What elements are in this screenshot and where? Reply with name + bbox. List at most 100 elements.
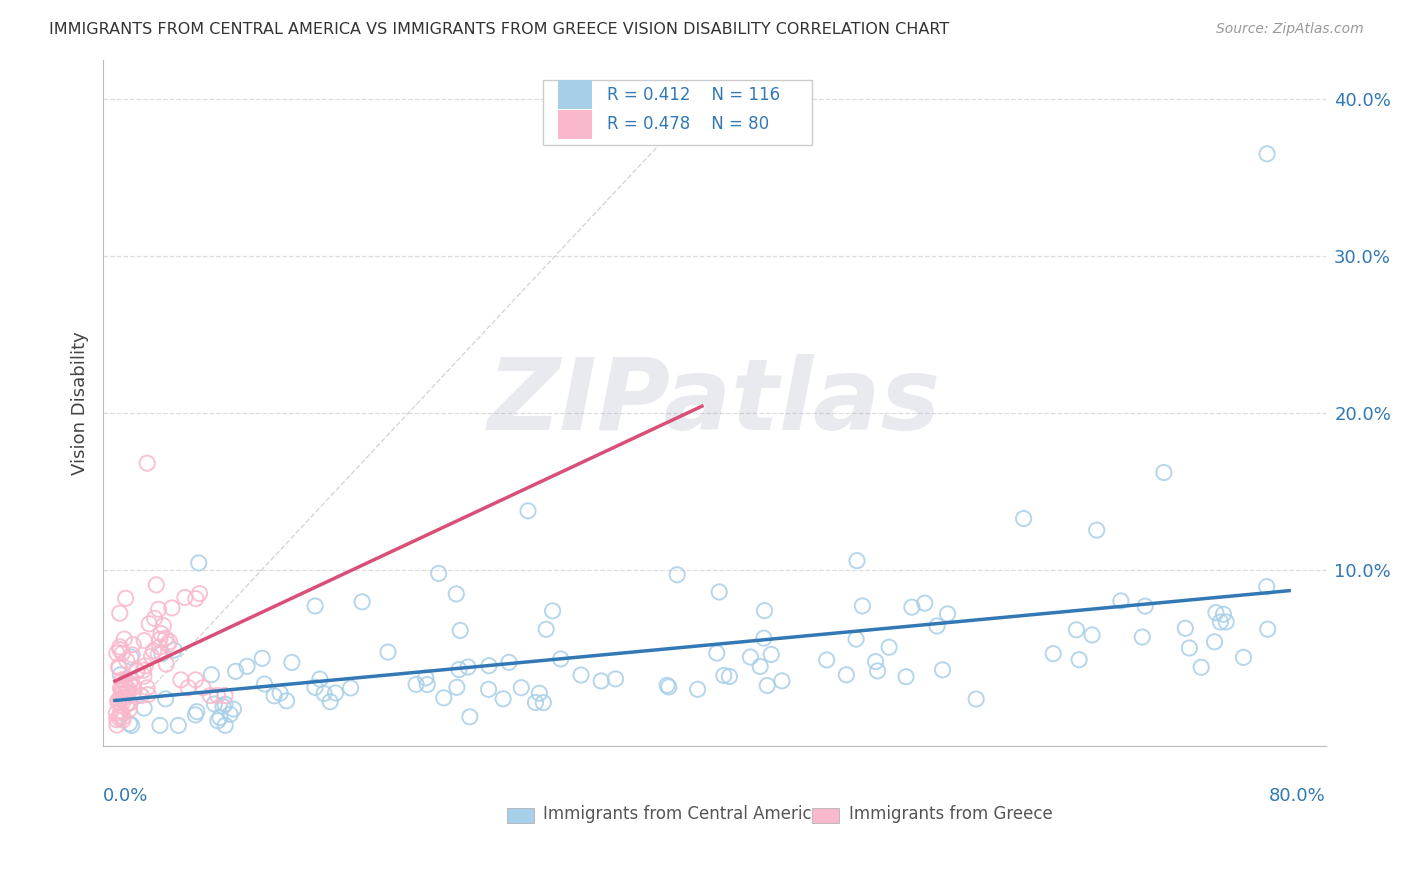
Point bbox=[339, 681, 361, 695]
Point bbox=[1204, 635, 1226, 649]
Point bbox=[160, 601, 183, 615]
Point bbox=[105, 713, 128, 727]
Point bbox=[114, 679, 136, 693]
Point bbox=[136, 456, 159, 470]
Point bbox=[250, 651, 273, 665]
Point bbox=[1209, 615, 1232, 629]
Point bbox=[1130, 630, 1153, 644]
Point bbox=[132, 663, 155, 677]
Point bbox=[416, 677, 439, 691]
Point bbox=[569, 668, 592, 682]
Point bbox=[529, 686, 551, 700]
Point bbox=[666, 567, 689, 582]
Point bbox=[1215, 615, 1237, 629]
Point bbox=[591, 673, 613, 688]
Text: Immigrants from Greece: Immigrants from Greece bbox=[849, 805, 1053, 823]
Point bbox=[136, 681, 159, 695]
Point bbox=[352, 595, 374, 609]
Text: R = 0.478    N = 80: R = 0.478 N = 80 bbox=[607, 115, 769, 133]
Point bbox=[129, 689, 152, 703]
Point bbox=[686, 682, 709, 697]
Point bbox=[111, 691, 134, 706]
Point bbox=[214, 698, 236, 712]
Point bbox=[965, 692, 987, 706]
Point bbox=[170, 673, 193, 687]
Point bbox=[200, 667, 222, 681]
Point bbox=[208, 711, 231, 725]
Point bbox=[108, 692, 131, 706]
Text: IMMIGRANTS FROM CENTRAL AMERICA VS IMMIGRANTS FROM GREECE VISION DISABILITY CORR: IMMIGRANTS FROM CENTRAL AMERICA VS IMMIG… bbox=[49, 22, 949, 37]
Point bbox=[173, 591, 195, 605]
Point bbox=[851, 599, 873, 613]
Point bbox=[152, 618, 174, 632]
Point bbox=[752, 631, 775, 645]
Point bbox=[1232, 650, 1254, 665]
Point bbox=[107, 659, 129, 673]
Point bbox=[457, 660, 479, 674]
Point bbox=[186, 705, 208, 719]
Point bbox=[866, 664, 889, 678]
Point bbox=[184, 707, 207, 722]
Point bbox=[167, 718, 190, 732]
Point bbox=[534, 622, 557, 636]
Point bbox=[447, 663, 470, 677]
Point bbox=[108, 711, 131, 725]
Point bbox=[120, 649, 142, 664]
Point bbox=[105, 706, 128, 721]
Point bbox=[108, 642, 131, 657]
Point bbox=[718, 669, 741, 683]
Point bbox=[319, 695, 342, 709]
Point bbox=[1042, 647, 1064, 661]
Point bbox=[132, 669, 155, 683]
Point bbox=[112, 690, 135, 705]
Point bbox=[163, 643, 186, 657]
Point bbox=[222, 702, 245, 716]
Point bbox=[498, 656, 520, 670]
Point bbox=[111, 686, 134, 700]
Point bbox=[148, 647, 170, 661]
Point bbox=[1085, 523, 1108, 537]
Text: ZIPatlas: ZIPatlas bbox=[488, 354, 941, 451]
Point bbox=[415, 671, 437, 685]
Point bbox=[117, 682, 139, 697]
Point bbox=[709, 585, 731, 599]
Point bbox=[655, 678, 678, 692]
Point bbox=[188, 586, 211, 600]
Point bbox=[121, 689, 143, 703]
Point bbox=[112, 632, 135, 646]
Point bbox=[713, 668, 735, 682]
Point bbox=[111, 646, 134, 660]
Point bbox=[110, 668, 132, 682]
Point bbox=[433, 690, 456, 705]
Point bbox=[478, 658, 501, 673]
Point bbox=[141, 649, 163, 664]
Point bbox=[1212, 607, 1234, 622]
Point bbox=[1189, 660, 1212, 674]
Point bbox=[236, 659, 259, 673]
Point bbox=[510, 681, 533, 695]
Point bbox=[901, 600, 924, 615]
Point bbox=[281, 656, 304, 670]
Point bbox=[427, 566, 450, 581]
Point bbox=[108, 661, 131, 675]
Point bbox=[225, 665, 247, 679]
Point bbox=[1178, 640, 1201, 655]
Point bbox=[524, 696, 547, 710]
Point bbox=[325, 686, 347, 700]
Point bbox=[492, 691, 515, 706]
Point bbox=[658, 680, 681, 694]
Point bbox=[105, 718, 128, 732]
Point bbox=[191, 681, 214, 695]
Point bbox=[1133, 599, 1156, 614]
Point bbox=[312, 687, 335, 701]
Point bbox=[110, 709, 132, 723]
Point bbox=[207, 689, 229, 703]
Point bbox=[219, 707, 242, 722]
Y-axis label: Vision Disability: Vision Disability bbox=[72, 331, 89, 475]
Point bbox=[155, 631, 177, 645]
Point bbox=[754, 604, 776, 618]
Point bbox=[143, 611, 166, 625]
Point bbox=[156, 637, 179, 651]
Point bbox=[815, 653, 838, 667]
Point bbox=[184, 673, 207, 687]
